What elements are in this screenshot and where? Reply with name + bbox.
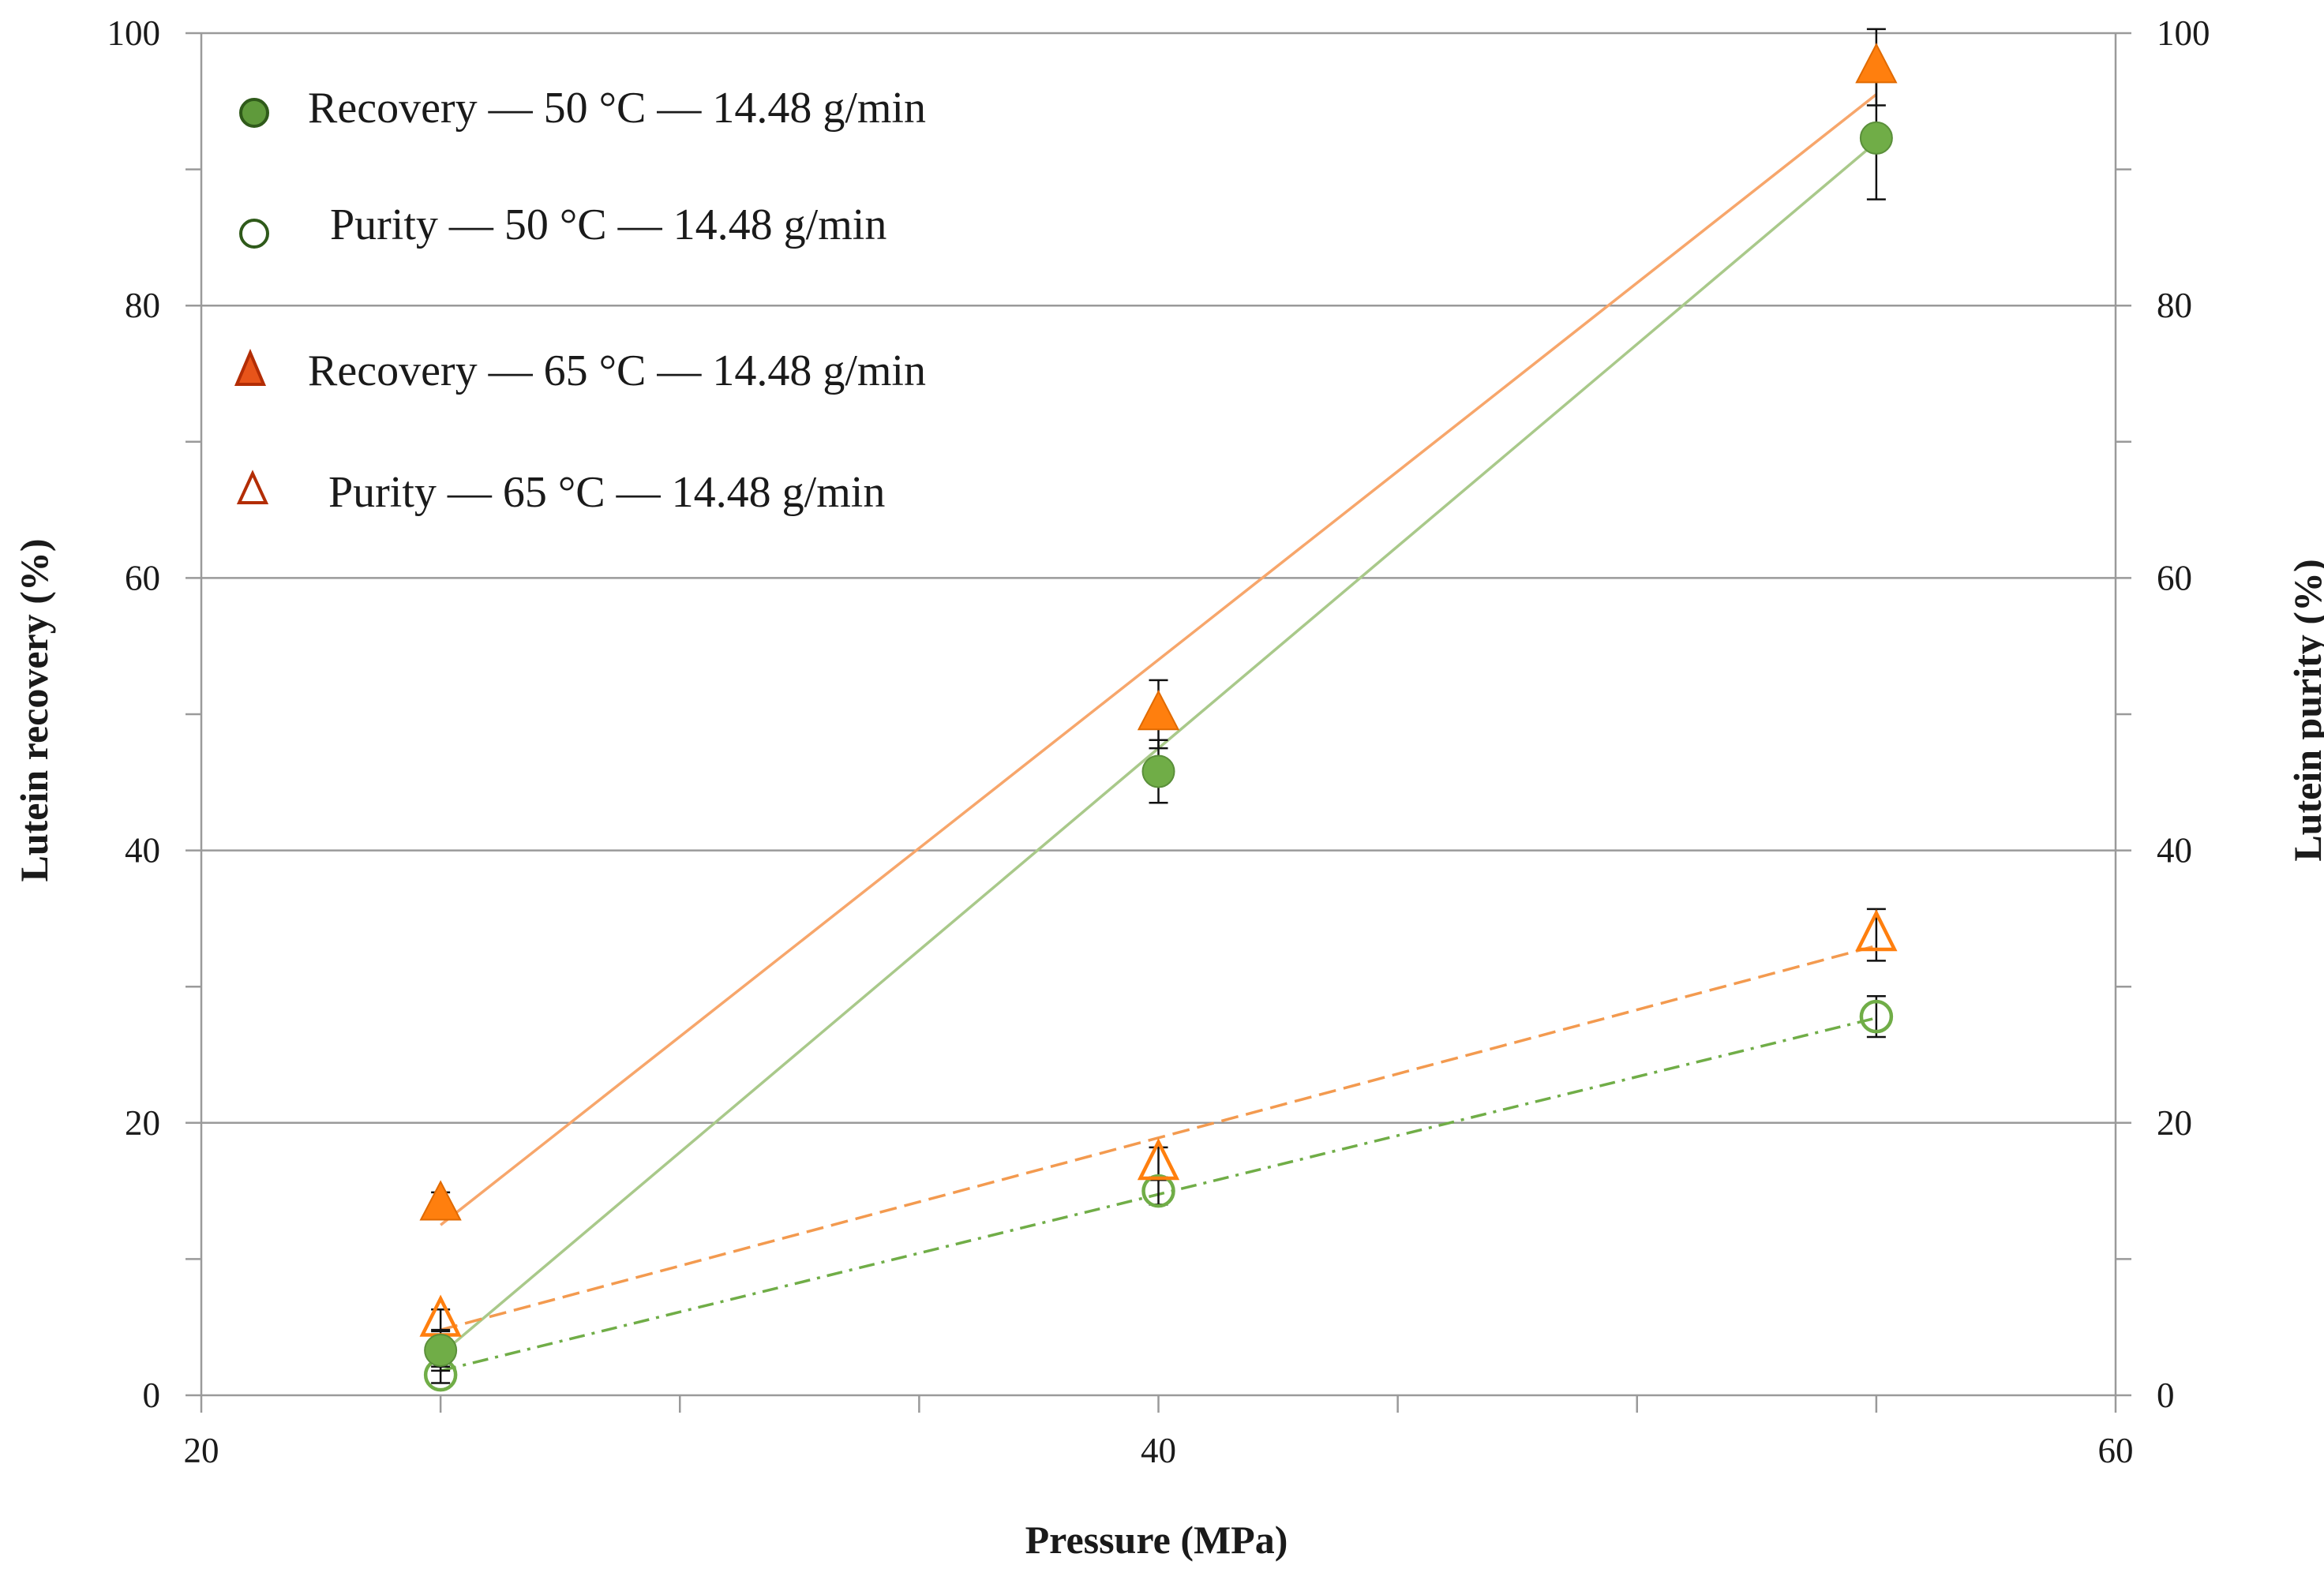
trend-line-series-3 bbox=[440, 944, 1877, 1331]
data-point-purity-50 bbox=[1859, 999, 1894, 1034]
y2-axis-title: Lutein purity (%) bbox=[2285, 559, 2324, 861]
tick-labels: 20 40 60 0 20 40 60 80 100 0 20 40 60 80 100 bbox=[107, 13, 2210, 1470]
axes bbox=[186, 32, 2131, 1413]
legend-marker-open-circle bbox=[239, 219, 269, 249]
y-tick-label: 40 bbox=[125, 831, 160, 870]
data-point-recovery-65 bbox=[1137, 690, 1180, 731]
legend-entry-purity-65: Purity — 65 °C — 14.48 g/min bbox=[236, 468, 885, 517]
trend-line-series-2 bbox=[440, 93, 1877, 1226]
x-tick-label: 40 bbox=[1141, 1431, 1176, 1470]
data-point-purity-50 bbox=[1141, 1174, 1175, 1208]
y-tick-label: 0 bbox=[143, 1376, 161, 1415]
y-axis-title: Lutein recovery (%) bbox=[12, 538, 56, 882]
y-tick-label: 60 bbox=[125, 558, 160, 597]
legend-entry-recovery-50: Recovery — 50 °C — 14.48 g/min bbox=[239, 84, 926, 133]
legend: Recovery — 50 °C — 14.48 g/min Purity — … bbox=[234, 84, 926, 517]
legend-label-purity-50: Purity — 50 °C — 14.48 g/min bbox=[330, 200, 886, 249]
y-tick-label: 100 bbox=[107, 13, 161, 53]
y2-tick-label: 40 bbox=[2157, 831, 2192, 870]
legend-entry-recovery-65: Recovery — 65 °C — 14.48 g/min bbox=[234, 346, 926, 395]
legend-marker-filled-triangle bbox=[234, 348, 267, 386]
legend-marker-open-triangle bbox=[236, 470, 269, 504]
legend-label-purity-65: Purity — 65 °C — 14.48 g/min bbox=[328, 468, 885, 517]
data-point-purity-65 bbox=[1137, 1137, 1180, 1181]
y2-tick-label: 80 bbox=[2157, 286, 2192, 325]
data-point-purity-65 bbox=[1855, 908, 1898, 952]
data-point-recovery-50 bbox=[1859, 121, 1893, 155]
data-point-recovery-50 bbox=[424, 1334, 458, 1368]
data-point-recovery-65 bbox=[419, 1180, 462, 1221]
y2-tick-label: 100 bbox=[2157, 13, 2210, 53]
markers bbox=[419, 43, 1898, 1392]
data-point-recovery-65 bbox=[1855, 43, 1898, 84]
data-point-recovery-50 bbox=[1141, 754, 1175, 788]
y2-tick-label: 20 bbox=[2157, 1103, 2192, 1143]
legend-entry-purity-50: Purity — 50 °C — 14.48 g/min bbox=[239, 200, 886, 249]
legend-label-recovery-50: Recovery — 50 °C — 14.48 g/min bbox=[308, 84, 926, 133]
x-tick-label: 20 bbox=[184, 1431, 219, 1470]
y-tick-label: 80 bbox=[125, 286, 160, 325]
x-axis-title: Pressure (MPa) bbox=[1025, 1518, 1288, 1562]
legend-label-recovery-65: Recovery — 65 °C — 14.48 g/min bbox=[308, 346, 926, 395]
y2-tick-label: 60 bbox=[2157, 558, 2192, 597]
y2-tick-label: 0 bbox=[2157, 1376, 2175, 1415]
grid bbox=[201, 32, 2116, 1125]
x-tick-label: 60 bbox=[2098, 1431, 2134, 1470]
y-tick-label: 20 bbox=[125, 1103, 160, 1143]
legend-marker-filled-circle bbox=[239, 98, 269, 128]
